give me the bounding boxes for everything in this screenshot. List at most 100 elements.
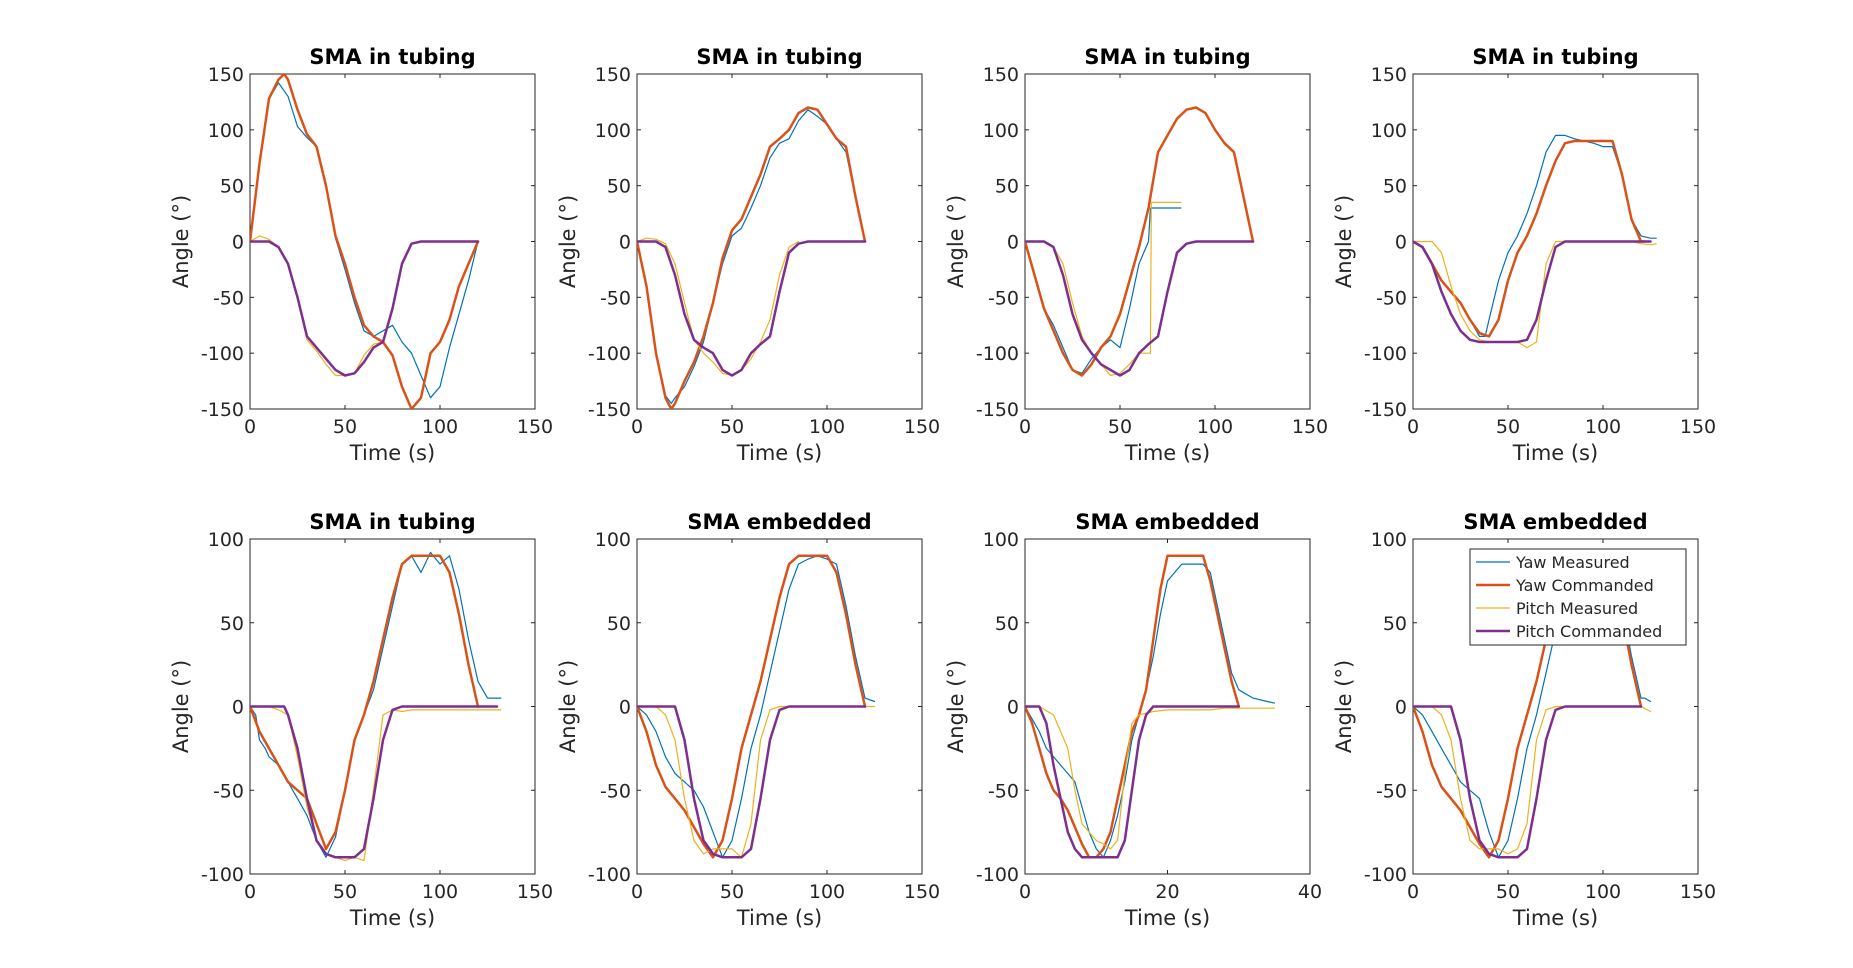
series-pitch-commanded <box>1413 240 1652 344</box>
x-tick-label: 100 <box>422 416 458 438</box>
series-pitch-commanded <box>1025 240 1255 377</box>
y-tick-label: 100 <box>208 120 244 142</box>
y-tick-label: 50 <box>220 176 244 198</box>
y-tick-label: 100 <box>595 529 631 551</box>
y-tick-label: -50 <box>1376 780 1407 802</box>
series-group <box>1413 134 1657 349</box>
x-tick-label: 50 <box>333 881 357 903</box>
x-tick-label: 40 <box>1298 881 1322 903</box>
subplot-title: SMA in tubing <box>309 510 475 534</box>
x-tick-label: 50 <box>1496 881 1520 903</box>
series-pitch-commanded <box>250 705 499 859</box>
y-tick-label: 0 <box>1395 232 1407 254</box>
x-tick-label: 150 <box>1292 416 1328 438</box>
y-tick-label: -50 <box>988 287 1019 309</box>
y-tick-label: 0 <box>1007 232 1019 254</box>
series-group <box>1025 106 1255 377</box>
legend-label: Yaw Measured <box>1515 553 1630 572</box>
series-pitch-measured <box>1025 705 1276 850</box>
y-tick-label: -100 <box>1364 864 1407 886</box>
y-tick-label: -50 <box>1376 287 1407 309</box>
y-tick-label: -50 <box>988 780 1019 802</box>
y-axis-label: Angle (°) <box>1332 195 1356 288</box>
y-tick-label: 0 <box>619 232 631 254</box>
x-tick-label: 0 <box>1407 881 1419 903</box>
x-tick-label: 150 <box>517 881 553 903</box>
y-axis-label: Angle (°) <box>169 195 193 288</box>
y-tick-label: -50 <box>213 287 244 309</box>
series-pitch-commanded <box>637 705 867 859</box>
y-tick-label: 0 <box>1007 697 1019 719</box>
x-tick-label: 20 <box>1155 881 1179 903</box>
series-yaw-commanded <box>250 554 480 851</box>
series-group <box>250 74 480 409</box>
y-tick-label: 0 <box>1395 697 1407 719</box>
y-tick-label: -100 <box>976 864 1019 886</box>
legend-label: Yaw Commanded <box>1515 576 1654 595</box>
subplot-title: SMA in tubing <box>1472 45 1638 69</box>
x-tick-label: 150 <box>1680 881 1716 903</box>
x-tick-label: 50 <box>1108 416 1132 438</box>
series-pitch-measured <box>637 237 800 377</box>
subplot-6: 0 50 100 150 -100 -50 0 50 100 SMA embedded Time (… <box>556 510 940 930</box>
x-tick-label: 100 <box>809 416 845 438</box>
y-tick-label: 100 <box>208 529 244 551</box>
x-tick-label: 50 <box>720 881 744 903</box>
axes-box <box>636 73 923 410</box>
y-tick-label: 100 <box>1371 120 1407 142</box>
subplot-7: 0 20 40 -100 -50 0 50 100 SMA embedded Time (s) An… <box>944 510 1322 930</box>
axes-box <box>1024 73 1311 410</box>
y-tick-label: 100 <box>983 529 1019 551</box>
series-yaw-measured <box>250 82 479 399</box>
subplot-1: 0 50 100 150 -150 -100 -50 0 50 100 150 SMA in tubi… <box>169 45 553 465</box>
y-tick-label: 50 <box>1383 613 1407 635</box>
y-tick-label: 50 <box>1383 176 1407 198</box>
series-pitch-commanded <box>1025 705 1241 859</box>
y-tick-label: 150 <box>1371 64 1407 86</box>
y-axis-label: Angle (°) <box>944 195 968 288</box>
y-tick-label: 50 <box>220 613 244 635</box>
series-yaw-commanded <box>1025 106 1255 377</box>
x-tick-label: 50 <box>1496 416 1520 438</box>
y-tick-label: -100 <box>1364 343 1407 365</box>
axes-box <box>249 73 536 410</box>
x-tick-label: 100 <box>1197 416 1233 438</box>
x-axis-label: Time (s) <box>1512 441 1598 465</box>
x-tick-label: 0 <box>631 416 643 438</box>
x-axis-label: Time (s) <box>1124 441 1210 465</box>
y-tick-label: 150 <box>983 64 1019 86</box>
y-tick-label: -50 <box>600 287 631 309</box>
series-group <box>637 554 876 859</box>
y-tick-label: 100 <box>1371 529 1407 551</box>
subplot-5: 0 50 100 150 -100 -50 0 50 100 SMA in tubing Time … <box>169 510 553 930</box>
subplot-title: SMA in tubing <box>309 45 475 69</box>
series-yaw-commanded <box>250 74 480 409</box>
subplot-title: SMA embedded <box>687 510 871 534</box>
y-axis-label: Angle (°) <box>556 660 580 753</box>
y-tick-label: -100 <box>588 864 631 886</box>
x-tick-label: 50 <box>333 416 357 438</box>
x-tick-label: 0 <box>244 416 256 438</box>
x-axis-label: Time (s) <box>736 906 822 930</box>
x-axis-label: Time (s) <box>349 906 435 930</box>
y-tick-label: -100 <box>201 864 244 886</box>
legend-label: Pitch Measured <box>1516 599 1638 618</box>
legend: Yaw Measured Yaw Commanded Pitch Measured P… <box>1469 548 1687 646</box>
y-tick-label: 150 <box>208 64 244 86</box>
x-tick-label: 150 <box>1680 416 1716 438</box>
x-axis-label: Time (s) <box>736 441 822 465</box>
x-axis-label: Time (s) <box>349 441 435 465</box>
x-tick-label: 0 <box>1019 416 1031 438</box>
series-group <box>1025 554 1276 859</box>
x-tick-label: 150 <box>517 416 553 438</box>
series-yaw-commanded <box>637 106 867 409</box>
series-group <box>637 106 867 409</box>
subplot-3: 0 50 100 150 -150 -100 -50 0 50 100 150 SMA in tubi… <box>944 45 1328 465</box>
series-pitch-commanded <box>637 240 867 377</box>
y-axis-label: Angle (°) <box>1332 660 1356 753</box>
subplot-title: SMA in tubing <box>696 45 862 69</box>
subplot-title: SMA in tubing <box>1084 45 1250 69</box>
series-yaw-measured <box>637 555 876 858</box>
series-pitch-commanded <box>1413 705 1643 859</box>
